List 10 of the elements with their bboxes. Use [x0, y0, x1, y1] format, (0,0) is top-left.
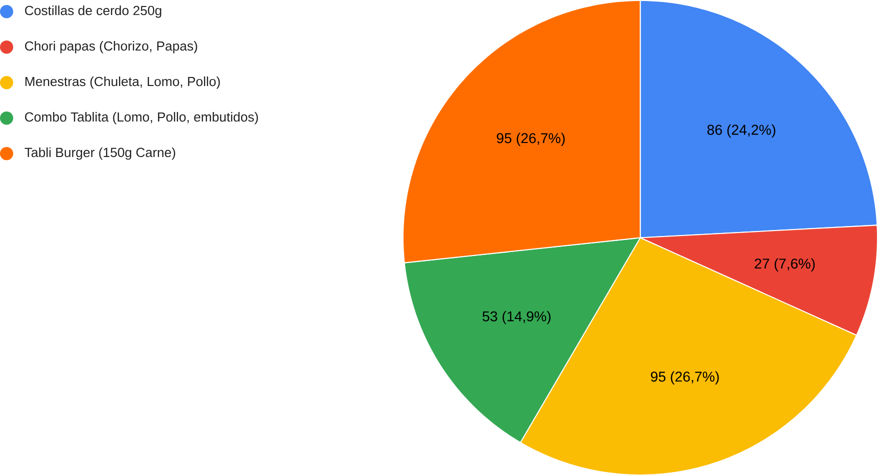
legend-label: Combo Tablita (Lomo, Pollo, embutidos) — [25, 112, 258, 124]
data-label: 86 (24,2%) — [707, 124, 776, 138]
legend-label: Tabli Burger (150g Carne) — [24, 147, 176, 160]
legend-label: Menestras (Chuleta, Lomo, Pollo) — [25, 76, 220, 89]
legend-label: Costillas de cerdo 250g — [25, 5, 162, 18]
data-label: 95 (26,7%) — [650, 371, 719, 384]
legend-label: Chori papas (Chorizo, Papas) — [25, 40, 198, 54]
data-label: 95 (26,7%) — [496, 132, 565, 146]
data-label: 53 (14,9%) — [482, 310, 551, 324]
data-label: 27 (7,6%) — [754, 258, 815, 272]
